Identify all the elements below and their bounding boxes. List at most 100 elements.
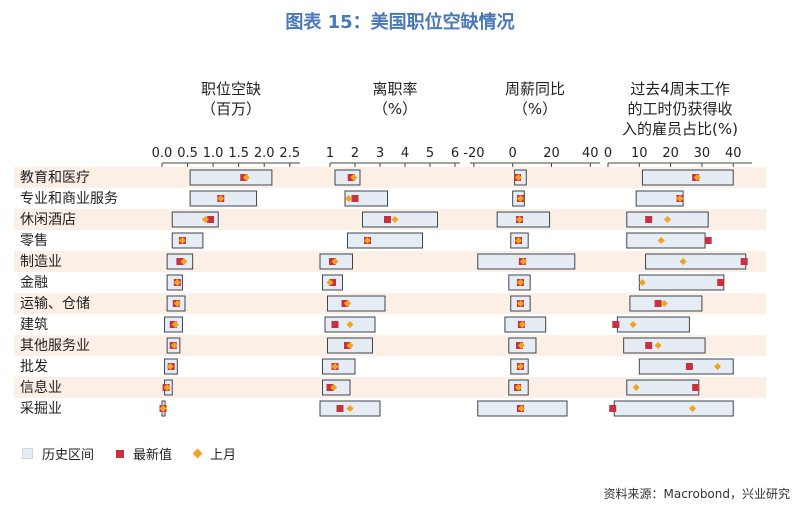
x-tick-label: 30 — [694, 146, 711, 161]
x-tick-label: 1.5 — [228, 146, 249, 161]
chart-title: 图表 15：美国职位空缺情况 — [285, 12, 515, 33]
prev-marker — [629, 320, 637, 329]
category-label: 教育和医疗 — [20, 170, 90, 186]
x-tick-label: 1 — [326, 146, 334, 161]
x-tick-label: 40 — [582, 146, 599, 161]
x-tick-label: 2.5 — [279, 146, 300, 161]
prev-marker — [163, 383, 171, 392]
legend-latest-label: 最新值 — [133, 448, 173, 463]
range-box — [623, 337, 706, 354]
legend-prev: 上月 — [192, 444, 236, 463]
prev-marker — [516, 362, 524, 371]
prev-marker — [517, 404, 525, 413]
category-label: 休闲酒店 — [20, 212, 76, 228]
latest-marker — [692, 384, 700, 391]
category-label: 批发 — [20, 359, 48, 375]
x-tick-label: 2 — [351, 146, 359, 161]
x-tick-label: 1.0 — [203, 146, 224, 161]
prev-marker — [514, 383, 523, 392]
prev-marker — [346, 341, 354, 350]
row-band — [14, 251, 766, 272]
legend-prev-swatch — [192, 448, 203, 459]
panel-title: （%） — [373, 100, 417, 118]
legend-range: 历史区间 — [22, 444, 94, 463]
category-label: 专业和商业服务 — [20, 191, 118, 207]
prev-marker — [632, 383, 640, 392]
panel-title: （百万） — [201, 100, 261, 118]
prev-marker — [514, 173, 523, 182]
latest-marker — [612, 321, 620, 328]
range-box — [347, 232, 423, 249]
latest-marker — [331, 321, 339, 328]
prev-marker — [693, 173, 701, 182]
range-dot-chart: 教育和医疗专业和商业服务休闲酒店零售制造业金融运输、仓储建筑其他服务业批发信息业… — [14, 80, 766, 417]
prev-marker — [166, 362, 174, 371]
category-label: 运输、仓储 — [20, 296, 90, 312]
source-note: 资料来源：Macrobond，兴业研究 — [603, 487, 791, 501]
latest-marker — [717, 279, 725, 286]
prev-marker — [688, 404, 697, 413]
x-tick-label: 0 — [509, 146, 517, 161]
range-box — [638, 274, 725, 291]
range-box — [327, 295, 386, 312]
x-tick-label: -20 — [463, 146, 484, 161]
prev-marker — [363, 236, 372, 245]
range-box — [616, 316, 690, 333]
legend-range-swatch — [22, 448, 33, 459]
prev-marker — [346, 404, 354, 413]
prev-marker — [391, 215, 399, 224]
latest-marker — [740, 258, 748, 265]
x-tick-label: 2.0 — [254, 146, 275, 161]
latest-marker — [336, 405, 344, 412]
x-tick-label: 5 — [426, 146, 434, 161]
panel-title: 职位空缺 — [201, 80, 261, 98]
range-box — [362, 211, 438, 228]
prev-marker — [326, 278, 334, 287]
prev-marker — [657, 236, 665, 245]
range-box — [171, 211, 219, 228]
x-tick-label: 6 — [451, 146, 459, 161]
prev-marker — [660, 299, 668, 308]
category-label: 制造业 — [20, 254, 62, 270]
range-box — [322, 358, 356, 375]
legend-latest: 最新值 — [116, 444, 172, 463]
prev-marker — [516, 299, 524, 308]
panel-title: 过去4周末工作 — [630, 80, 730, 98]
range-box — [344, 190, 388, 207]
prev-marker — [654, 341, 662, 350]
prev-marker — [714, 362, 722, 371]
row-band — [14, 293, 766, 314]
range-box — [171, 232, 204, 249]
latest-marker — [326, 384, 334, 391]
panel-title: 的工时仍获得收 — [627, 100, 732, 118]
panel-title: （%） — [513, 100, 557, 118]
prev-marker — [679, 257, 687, 266]
latest-marker — [685, 363, 693, 370]
prev-marker — [345, 194, 353, 203]
prev-marker — [346, 320, 354, 329]
category-label: 采掘业 — [20, 401, 62, 417]
prev-marker — [159, 404, 167, 413]
range-box — [613, 400, 734, 417]
latest-marker — [207, 216, 215, 223]
panel-title: 入的雇员占比(%) — [622, 120, 738, 138]
prev-marker — [517, 341, 525, 350]
prev-marker — [170, 341, 178, 350]
range-box — [645, 253, 747, 270]
prev-marker — [350, 173, 358, 182]
category-label: 信息业 — [20, 379, 62, 396]
prev-marker — [519, 257, 527, 266]
prev-marker — [180, 257, 188, 266]
range-box — [496, 211, 551, 228]
legend: 历史区间 最新值 上月 — [22, 444, 258, 463]
x-tick-label: 0 — [604, 146, 612, 161]
prev-marker — [518, 320, 526, 329]
prev-marker — [516, 278, 524, 287]
prev-marker — [331, 362, 339, 371]
range-box — [635, 190, 684, 207]
range-box — [189, 169, 273, 186]
prev-marker — [330, 383, 338, 392]
category-label: 金融 — [20, 275, 48, 291]
x-tick-label: 0.5 — [177, 146, 198, 161]
legend-latest-swatch — [116, 449, 125, 458]
